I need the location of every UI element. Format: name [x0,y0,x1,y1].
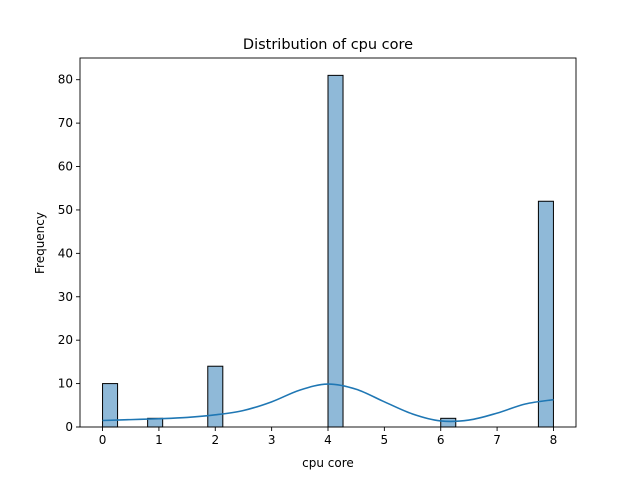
histogram-bar [327,74,344,428]
y-tick-label: 80 [58,73,73,87]
y-axis-label: Frequency [33,212,47,274]
x-axis-label: cpu core [302,456,354,470]
chart-title: Distribution of cpu core [243,37,413,53]
y-tick-label: 0 [65,420,73,434]
y-tick-label: 30 [58,290,73,304]
x-tick-label: 4 [324,433,332,447]
x-tick-label: 3 [268,433,276,447]
y-tick-label: 50 [58,203,73,217]
histogram-bar [537,200,554,428]
y-tick-label: 70 [58,116,73,130]
x-tick-label: 0 [99,433,107,447]
kde-line [102,383,554,423]
x-tick-label: 1 [155,433,163,447]
y-tick-label: 20 [58,333,73,347]
x-tick-label: 7 [493,433,501,447]
x-tick-label: 6 [437,433,445,447]
y-tick-label: 40 [58,246,73,260]
x-tick-label: 5 [381,433,389,447]
histogram-bar [440,417,457,428]
y-tick-label: 10 [58,377,73,391]
y-tick-label: 60 [58,160,73,174]
x-tick-label: 2 [211,433,219,447]
histogram-bar [207,365,224,428]
x-tick-label: 8 [550,433,558,447]
